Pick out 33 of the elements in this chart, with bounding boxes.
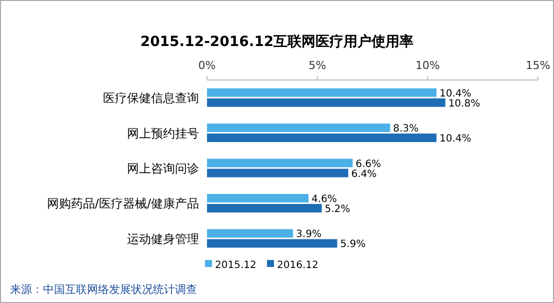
y-tick-label: 网购药品/医疗器械/健康产品	[46, 196, 199, 211]
legend-label: 2016.12	[277, 260, 318, 271]
chart-title: 2015.12-2016.12互联网医疗用户使用率	[140, 33, 414, 50]
bar	[207, 98, 446, 107]
bar	[207, 124, 390, 132]
source-note: 来源：中国互联网络发展状况统计调查	[10, 283, 197, 296]
y-tick-label: 医疗保健信息查询	[103, 91, 199, 106]
legend-label: 2015.12	[215, 260, 256, 271]
bar	[207, 229, 294, 238]
data-label: 6.4%	[351, 168, 377, 180]
bar	[207, 194, 309, 202]
x-tick-label: 10%	[415, 59, 440, 72]
data-label: 4.6%	[312, 194, 337, 205]
bar	[207, 158, 353, 168]
x-tick-label: 0%	[198, 59, 216, 72]
x-tick-label: 5%	[308, 59, 326, 72]
bar	[207, 204, 322, 212]
bar	[207, 239, 338, 248]
y-tick-label: 网上预约挂号	[127, 126, 199, 140]
x-tick-label: 15%	[526, 59, 550, 72]
data-label: 5.2%	[324, 204, 350, 215]
data-label: 6.6%	[356, 158, 382, 170]
data-label: 8.3%	[393, 124, 419, 135]
data-label: 10.4%	[439, 134, 472, 145]
bar	[207, 88, 436, 97]
data-label: 3.9%	[296, 229, 322, 240]
bar	[207, 134, 436, 142]
y-tick-label: 网上咨询问诊	[127, 162, 199, 176]
data-label: 5.9%	[340, 239, 366, 250]
data-label: 10.8%	[448, 98, 480, 110]
y-tick-label: 运动健身管理	[127, 232, 199, 246]
data-label: 10.4%	[439, 88, 472, 100]
bar	[207, 168, 348, 178]
